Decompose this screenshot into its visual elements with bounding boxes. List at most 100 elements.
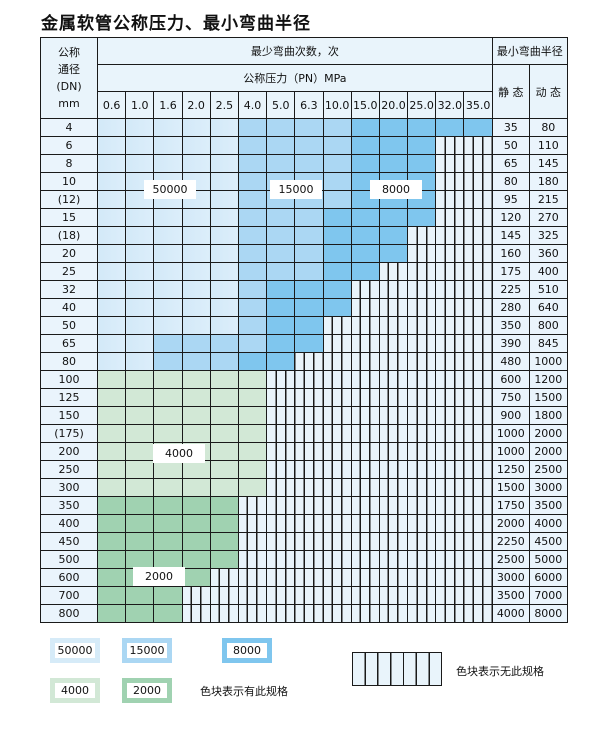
legend-swatch-4000: 4000 [50, 678, 100, 703]
static-radius-cell: 65 [491, 154, 530, 173]
spec-cell-15000 [237, 334, 268, 353]
spec-cell-8000 [350, 226, 380, 245]
no-spec-cell [435, 316, 465, 335]
no-spec-cell [378, 442, 409, 461]
no-spec-cell [294, 514, 324, 533]
dn-cell: 25 [40, 262, 98, 281]
spec-cell-8000 [350, 136, 380, 155]
table-row: 200 1000 2000 [40, 442, 568, 461]
no-spec-cell [378, 370, 409, 389]
dn-cell: 800 [40, 604, 98, 623]
no-spec-cell [435, 280, 465, 299]
no-spec-cell [350, 316, 380, 335]
pressure-col-header: 15.0 [350, 91, 380, 119]
no-spec-cell [463, 586, 493, 605]
spec-cell-50000 [209, 118, 239, 137]
no-spec-cell [266, 604, 296, 623]
no-spec-cell [463, 298, 493, 317]
dn-header: 公称 通径 (DN) mm [40, 37, 98, 119]
spec-cell-15000 [237, 244, 268, 263]
spec-cell-50000 [181, 244, 211, 263]
spec-cell-8000 [322, 298, 352, 317]
spec-cell-50000 [96, 226, 127, 245]
no-spec-cell [266, 442, 296, 461]
legend-no-spec-text: 色块表示无此规格 [456, 665, 544, 678]
spec-cell-50000 [209, 280, 239, 299]
dn-header-line: 通径 [58, 63, 80, 76]
spec-cell-50000 [209, 226, 239, 245]
spec-cell-15000 [322, 118, 352, 137]
no-spec-cell [407, 604, 437, 623]
pressure-col-header: 0.6 [96, 91, 127, 119]
no-spec-cell [435, 406, 465, 425]
spec-cell-15000 [181, 352, 211, 371]
dynamic-radius-cell: 2000 [528, 442, 568, 461]
no-spec-cell [463, 316, 493, 335]
no-spec-cell [350, 280, 380, 299]
dn-header-line: 公称 [58, 46, 80, 59]
dynamic-radius-cell: 3500 [528, 496, 568, 515]
no-spec-cell [294, 478, 324, 497]
no-spec-cell [435, 244, 465, 263]
static-radius-cell: 120 [491, 208, 530, 227]
no-spec-cell [294, 496, 324, 515]
region-label-50000: 50000 [144, 180, 196, 199]
no-spec-cell [435, 190, 465, 209]
table-row: 65 390 845 [40, 334, 568, 353]
table-row: 40 280 640 [40, 298, 568, 317]
no-spec-cell [322, 388, 352, 407]
dynamic-radius-cell: 145 [528, 154, 568, 173]
spec-cell-8000 [407, 154, 437, 173]
no-spec-cell [463, 604, 493, 623]
dn-cell: (18) [40, 226, 98, 245]
spec-cell-4000 [153, 478, 183, 497]
table-row: 80 480 1000 [40, 352, 568, 371]
no-spec-cell [407, 388, 437, 407]
dn-cell: 10 [40, 172, 98, 191]
dn-cell: 200 [40, 442, 98, 461]
spec-cell-8000 [266, 352, 296, 371]
static-radius-cell: 50 [491, 136, 530, 155]
spec-cell-15000 [294, 262, 324, 281]
static-radius-cell: 3000 [491, 568, 530, 587]
no-spec-cell [463, 208, 493, 227]
pressure-col-header: 2.5 [209, 91, 239, 119]
spec-cell-2000 [181, 514, 211, 533]
no-spec-cell [350, 370, 380, 389]
no-spec-cell [435, 496, 465, 515]
spec-cell-50000 [125, 334, 155, 353]
spec-cell-50000 [96, 298, 127, 317]
no-spec-cell [463, 262, 493, 281]
spec-cell-50000 [209, 262, 239, 281]
no-spec-cell [463, 478, 493, 497]
no-spec-cell [378, 568, 409, 587]
spec-cell-8000 [322, 226, 352, 245]
no-spec-cell [463, 532, 493, 551]
legend-swatch-15000: 15000 [122, 638, 172, 663]
no-spec-cell [407, 424, 437, 443]
spec-cell-50000 [181, 262, 211, 281]
no-spec-cell [350, 568, 380, 587]
spec-cell-8000 [407, 118, 437, 137]
no-spec-cell [322, 586, 352, 605]
spec-cell-15000 [237, 208, 268, 227]
spec-cell-15000 [266, 136, 296, 155]
spec-cell-8000 [378, 118, 409, 137]
no-spec-cell [322, 496, 352, 515]
spec-cell-50000 [125, 262, 155, 281]
spec-cell-8000 [322, 262, 352, 281]
no-spec-cell [435, 262, 465, 281]
spec-cell-50000 [125, 154, 155, 173]
legend-hatch-swatch [352, 652, 442, 686]
no-spec-cell [435, 172, 465, 191]
dn-cell: 50 [40, 316, 98, 335]
spec-cell-15000 [209, 334, 239, 353]
spec-cell-15000 [237, 280, 268, 299]
spec-cell-8000 [378, 226, 409, 245]
spec-cell-50000 [181, 208, 211, 227]
dynamic-radius-cell: 1200 [528, 370, 568, 389]
spec-cell-2000 [125, 550, 155, 569]
static-radius-cell: 900 [491, 406, 530, 425]
dn-cell: (12) [40, 190, 98, 209]
no-spec-cell [378, 424, 409, 443]
